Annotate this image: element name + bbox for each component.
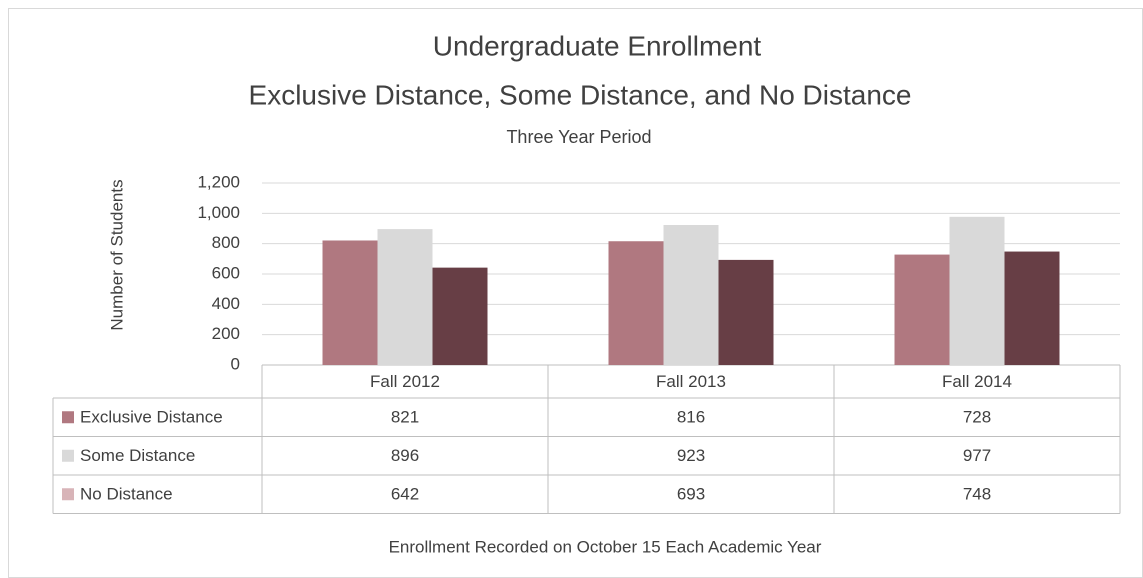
legend-label: Some Distance [80,446,195,465]
table-value: 821 [391,408,419,427]
legend-label: No Distance [80,485,173,504]
bar [377,229,433,365]
y-tick-label: 200 [212,324,240,343]
legend-swatch [62,488,74,501]
bar [322,240,378,365]
y-tick-label: 1,200 [197,172,240,191]
table-value: 693 [677,485,705,504]
chart-subtitle: Exclusive Distance, Some Distance, and N… [249,79,912,110]
chart-title: Undergraduate Enrollment [433,30,762,61]
bar [949,216,1005,365]
legend-swatch [62,449,74,462]
x-tick-label: Fall 2013 [656,372,726,391]
caption: Enrollment Recorded on October 15 Each A… [389,537,822,556]
bar [718,259,774,365]
table-value: 728 [963,408,991,427]
bar [1004,251,1060,365]
y-tick-label: 400 [212,294,240,313]
table-value: 748 [963,485,991,504]
legend-swatch [62,411,74,424]
bar [663,225,719,365]
x-tick-label: Fall 2014 [942,372,1012,391]
table-value: 977 [963,446,991,465]
table-value: 896 [391,446,419,465]
y-tick-label: 800 [212,233,240,252]
y-axis-label: Number of Students [107,179,126,330]
chart-subtitle2: Three Year Period [506,127,651,147]
table-value: 642 [391,485,419,504]
bar [894,254,950,365]
x-tick-label: Fall 2012 [370,372,440,391]
table-value: 816 [677,408,705,427]
y-tick-label: 600 [212,263,240,282]
y-tick-label: 1,000 [197,203,240,222]
legend-label: Exclusive Distance [80,408,223,427]
bar [608,241,664,365]
y-tick-label: 0 [231,354,240,373]
table-value: 923 [677,446,705,465]
bar [432,267,488,365]
